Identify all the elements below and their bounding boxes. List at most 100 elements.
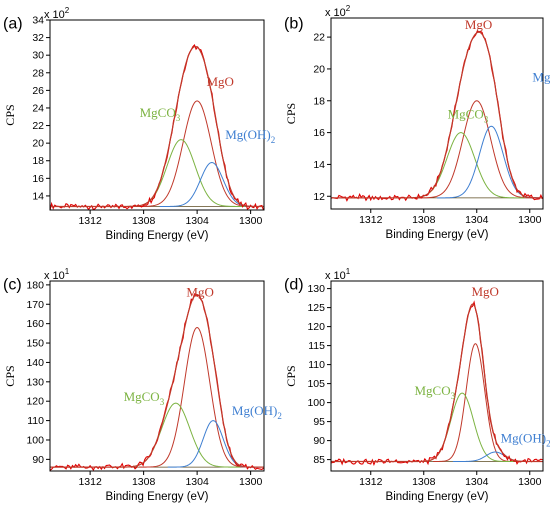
panel-d: (d) x 101 1312 1308 1304 1300 85 90 95 100 105 110 1… xyxy=(284,267,550,503)
raw-data-line xyxy=(50,293,264,471)
x-tick-label: 1308 xyxy=(412,476,436,488)
y-axis-title: CPS xyxy=(3,365,17,386)
y-tick-label: 125 xyxy=(307,302,325,314)
y-tick-label: 16 xyxy=(32,173,44,185)
x-axis-title: Binding Energy (eV) xyxy=(106,230,209,242)
plot-frame xyxy=(49,280,265,472)
peak-label: MgO xyxy=(206,74,233,89)
y-tick-label: 16 xyxy=(313,127,325,139)
envelope-fit-line xyxy=(50,293,264,468)
peak-label: MgCO3 xyxy=(414,383,455,401)
x-tick-label: 1312 xyxy=(359,476,383,488)
peak-label: Mg(OH)2 xyxy=(501,431,550,449)
envelope-fit-line xyxy=(331,31,543,199)
component-mgo-curve xyxy=(433,343,518,462)
y-axis-title: CPS xyxy=(284,365,298,386)
peak-label: Mg(OH)2 xyxy=(532,70,550,88)
x-tick-label: 1300 xyxy=(239,215,263,227)
component-mgo-curve xyxy=(413,100,541,199)
component-mgco3-curve xyxy=(410,392,514,462)
peak-label: Mg(OH)2 xyxy=(232,403,282,421)
envelope-fit-line xyxy=(50,45,264,208)
component-mgo-curve xyxy=(132,100,262,207)
panel-label: (a) xyxy=(3,15,23,32)
x-tick-label: 1308 xyxy=(132,215,156,227)
y-tick-label: 120 xyxy=(307,321,325,333)
y-tick-label: 150 xyxy=(26,338,44,350)
y-tick-label: 20 xyxy=(313,63,325,75)
y-tick-label: 14 xyxy=(313,159,325,171)
y-tick-label: 120 xyxy=(26,396,44,408)
y-tick-label: 24 xyxy=(32,102,44,114)
peak-label: MgCO3 xyxy=(124,389,165,407)
envelope-fit-line xyxy=(331,303,543,463)
peak-label: MgO xyxy=(471,284,498,299)
x-axis-title: Binding Energy (eV) xyxy=(386,229,489,241)
x-tick-label: 1304 xyxy=(185,476,209,488)
x-tick-label: 1312 xyxy=(78,476,102,488)
y-axis-title: CPS xyxy=(284,103,298,124)
y-tick-label: 180 xyxy=(26,279,44,291)
y-tick-label: 85 xyxy=(313,454,325,466)
x-tick-label: 1304 xyxy=(465,476,489,488)
panel-label: (b) xyxy=(284,15,304,32)
y-tick-label: 18 xyxy=(32,155,44,167)
peak-label: MgCO3 xyxy=(448,106,489,124)
x-tick-label: 1304 xyxy=(185,215,209,227)
plot-frame xyxy=(330,17,544,210)
y-axis-title: CPS xyxy=(3,104,17,125)
y-tick-label: 22 xyxy=(313,32,325,44)
x-tick-label: 1312 xyxy=(359,214,383,226)
x-tick-label: 1312 xyxy=(78,215,102,227)
x-tick-label: 1300 xyxy=(239,476,263,488)
y-tick-label: 28 xyxy=(32,67,44,79)
x-tick-label: 1304 xyxy=(465,214,489,226)
y-tick-label: 34 xyxy=(32,15,44,27)
y-tick-label: 26 xyxy=(32,85,44,97)
x-tick-label: 1308 xyxy=(412,214,436,226)
y-tick-label: 32 xyxy=(32,32,44,44)
plot-frame xyxy=(49,19,265,211)
y-tick-label: 110 xyxy=(27,415,44,427)
panel-b: (b) x 102 1312 1308 1304 1300 12 14 16 18 20 22 Bind… xyxy=(284,4,550,241)
y-tick-label: 140 xyxy=(26,357,44,369)
peak-label: MgO xyxy=(186,285,213,300)
y-tick-label: 30 xyxy=(32,50,44,62)
x-tick-label: 1300 xyxy=(518,214,542,226)
y-tick-label: 14 xyxy=(32,190,44,202)
component-mgoh2-curve xyxy=(167,420,260,468)
y-tick-label: 110 xyxy=(308,359,325,371)
y-tick-label: 115 xyxy=(308,340,325,352)
y-tick-label: 90 xyxy=(32,454,44,466)
y-tick-label: 22 xyxy=(32,120,44,132)
x-axis-title: Binding Energy (eV) xyxy=(386,491,489,503)
y-tick-label: 20 xyxy=(32,138,44,150)
y-tick-label: 170 xyxy=(26,299,44,311)
y-tick-label: 130 xyxy=(26,376,44,388)
y-tick-label: 100 xyxy=(307,397,325,409)
panel-label: (d) xyxy=(284,276,304,293)
y-tick-label: 12 xyxy=(313,191,325,203)
y-multiplier: x 101 xyxy=(44,267,70,282)
y-tick-label: 160 xyxy=(26,318,44,330)
panel-label: (c) xyxy=(3,276,22,293)
y-tick-label: 105 xyxy=(307,378,325,390)
peak-label: Mg(OH)2 xyxy=(225,127,275,145)
x-tick-label: 1300 xyxy=(518,476,542,488)
x-axis-title: Binding Energy (eV) xyxy=(106,491,209,503)
y-tick-label: 95 xyxy=(313,416,325,428)
y-tick-label: 130 xyxy=(307,283,325,295)
panel-c: (c) x 101 1312 1308 1304 1300 90 100 110 120 130 14… xyxy=(3,267,282,503)
y-tick-label: 90 xyxy=(313,435,325,447)
panel-a: (a) x 102 1312 1308 1304 1300 14 16 18 20 22 24 26 28… xyxy=(3,6,275,242)
y-multiplier: x 102 xyxy=(44,6,70,21)
y-tick-label: 100 xyxy=(26,434,44,446)
peak-label: MgO xyxy=(465,17,492,32)
y-tick-label: 18 xyxy=(313,95,325,107)
x-tick-label: 1308 xyxy=(132,476,156,488)
peak-label: MgCO3 xyxy=(140,105,181,123)
y-multiplier: x 101 xyxy=(325,267,351,282)
y-multiplier: x 102 xyxy=(325,4,351,19)
component-mgo-curve xyxy=(138,327,256,468)
